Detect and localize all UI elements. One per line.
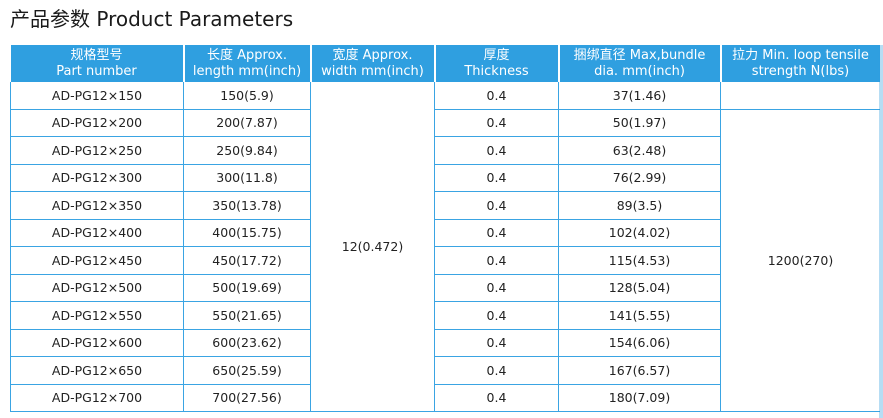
table-row: AD-PG12×700 700(27.56) 0.4 180(7.09) — [10, 384, 881, 412]
table-row: AD-PG12×450 450(17.72) 0.4 115(4.53) — [10, 246, 881, 275]
table-row: AD-PG12×350 350(13.78) 0.4 89(3.5) — [10, 191, 881, 220]
cell-part-number: AD-PG12×250 — [10, 136, 184, 165]
header-width-cn: 宽度 Approx. — [332, 47, 413, 63]
cell-length: 650(25.59) — [183, 356, 311, 385]
parameters-table: 规格型号 Part number 长度 Approx. length mm(in… — [10, 45, 880, 412]
cell-tensile-empty — [720, 82, 880, 110]
table-row: AD-PG12×200 200(7.87) 0.4 50(1.97) 1200(270) — [10, 109, 880, 412]
cell-thickness: 0.4 — [434, 384, 559, 412]
header-thickness-cn: 厚度 — [483, 47, 510, 63]
header-width: 宽度 Approx. width mm(inch) — [310, 45, 436, 82]
header-tensile-strength-cn: 拉力 Min. loop tensile — [732, 47, 869, 63]
cell-length: 450(17.72) — [183, 246, 311, 275]
header-bundle-diameter-en: dia. mm(inch) — [594, 63, 685, 79]
header-part-number-en: Part number — [56, 63, 137, 79]
cell-length: 700(27.56) — [183, 384, 311, 412]
cell-bundle-diameter: 167(6.57) — [558, 356, 721, 385]
cell-bundle-diameter: 37(1.46) — [558, 82, 721, 110]
cell-length: 600(23.62) — [183, 329, 311, 357]
cell-bundle-diameter: 76(2.99) — [558, 164, 721, 192]
cell-thickness: 0.4 — [434, 356, 559, 385]
header-tensile-strength: 拉力 Min. loop tensile strength N(lbs) — [720, 45, 880, 82]
header-thickness: 厚度 Thickness — [434, 45, 560, 82]
cell-length: 150(5.9) — [183, 82, 311, 110]
cell-part-number: AD-PG12×350 — [10, 191, 184, 220]
cell-bundle-diameter: 63(2.48) — [558, 136, 721, 165]
cell-thickness: 0.4 — [434, 191, 559, 220]
cell-length: 550(21.65) — [183, 301, 311, 330]
cell-thickness: 0.4 — [434, 301, 559, 330]
cell-width: 12(0.472) — [310, 82, 435, 412]
header-bundle-diameter-cn: 捆绑直径 Max,bundle — [573, 47, 706, 63]
table-row: AD-PG12×600 600(23.62) 0.4 154(6.06) — [10, 329, 881, 357]
table-row: AD-PG12×550 550(21.65) 0.4 141(5.55) — [10, 301, 881, 330]
header-width-en: width mm(inch) — [321, 63, 424, 79]
parameters-table-container: 规格型号 Part number 长度 Approx. length mm(in… — [10, 45, 880, 412]
table-row: AD-PG12×250 250(9.84) 0.4 63(2.48) — [10, 136, 881, 165]
cell-bundle-diameter: 89(3.5) — [558, 191, 721, 220]
table-row: AD-PG12×300 300(11.8) 0.4 76(2.99) — [10, 164, 881, 192]
cell-part-number: AD-PG12×200 — [10, 109, 184, 137]
cell-thickness: 0.4 — [434, 109, 559, 137]
page-title: 产品参数 Product Parameters — [10, 7, 294, 31]
cell-length: 350(13.78) — [183, 191, 311, 220]
cell-length: 200(7.87) — [183, 109, 311, 137]
cell-length: 300(11.8) — [183, 164, 311, 192]
cell-part-number: AD-PG12×550 — [10, 301, 184, 330]
header-thickness-en: Thickness — [464, 63, 529, 79]
header-length-cn: 长度 Approx. — [207, 47, 287, 63]
cell-bundle-diameter: 180(7.09) — [558, 384, 721, 412]
cell-thickness: 0.4 — [434, 246, 559, 275]
cell-part-number: AD-PG12×400 — [10, 219, 184, 247]
cell-thickness: 0.4 — [434, 329, 559, 357]
cell-bundle-diameter: 115(4.53) — [558, 246, 721, 275]
table-row: AD-PG12×150 150(5.9) 12(0.472) 0.4 37(1.46) — [10, 82, 880, 412]
header-length-en: length mm(inch) — [192, 63, 302, 79]
table-row: AD-PG12×500 500(19.69) 0.4 128(5.04) — [10, 274, 881, 302]
cell-bundle-diameter: 141(5.55) — [558, 301, 721, 330]
table-right-edge — [879, 45, 883, 418]
cell-part-number: AD-PG12×650 — [10, 356, 184, 385]
header-part-number-cn: 规格型号 — [70, 47, 123, 63]
cell-part-number: AD-PG12×700 — [10, 384, 184, 412]
cell-thickness: 0.4 — [434, 274, 559, 302]
cell-length: 500(19.69) — [183, 274, 311, 302]
cell-part-number: AD-PG12×300 — [10, 164, 184, 192]
cell-bundle-diameter: 102(4.02) — [558, 219, 721, 247]
cell-length: 250(9.84) — [183, 136, 311, 165]
header-bundle-diameter: 捆绑直径 Max,bundle dia. mm(inch) — [558, 45, 722, 82]
header-tensile-strength-en: strength N(lbs) — [751, 63, 850, 79]
table-row: AD-PG12×400 400(15.75) 0.4 102(4.02) — [10, 219, 881, 247]
table-header-row: 规格型号 Part number 长度 Approx. length mm(in… — [10, 45, 880, 82]
cell-thickness: 0.4 — [434, 82, 559, 110]
cell-part-number: AD-PG12×600 — [10, 329, 184, 357]
cell-bundle-diameter: 128(5.04) — [558, 274, 721, 302]
cell-bundle-diameter: 154(6.06) — [558, 329, 721, 357]
cell-thickness: 0.4 — [434, 136, 559, 165]
cell-length: 400(15.75) — [183, 219, 311, 247]
cell-bundle-diameter: 50(1.97) — [558, 109, 721, 137]
header-length: 长度 Approx. length mm(inch) — [183, 45, 312, 82]
table-row: AD-PG12×650 650(25.59) 0.4 167(6.57) — [10, 356, 881, 385]
cell-thickness: 0.4 — [434, 164, 559, 192]
table-body: AD-PG12×150 150(5.9) 12(0.472) 0.4 37(1.46) A… — [10, 82, 881, 412]
cell-tensile-strength: 1200(270) — [720, 109, 880, 412]
cell-part-number: AD-PG12×150 — [10, 82, 184, 110]
cell-thickness: 0.4 — [434, 219, 559, 247]
header-part-number: 规格型号 Part number — [10, 45, 185, 82]
cell-part-number: AD-PG12×450 — [10, 246, 184, 275]
cell-part-number: AD-PG12×500 — [10, 274, 184, 302]
